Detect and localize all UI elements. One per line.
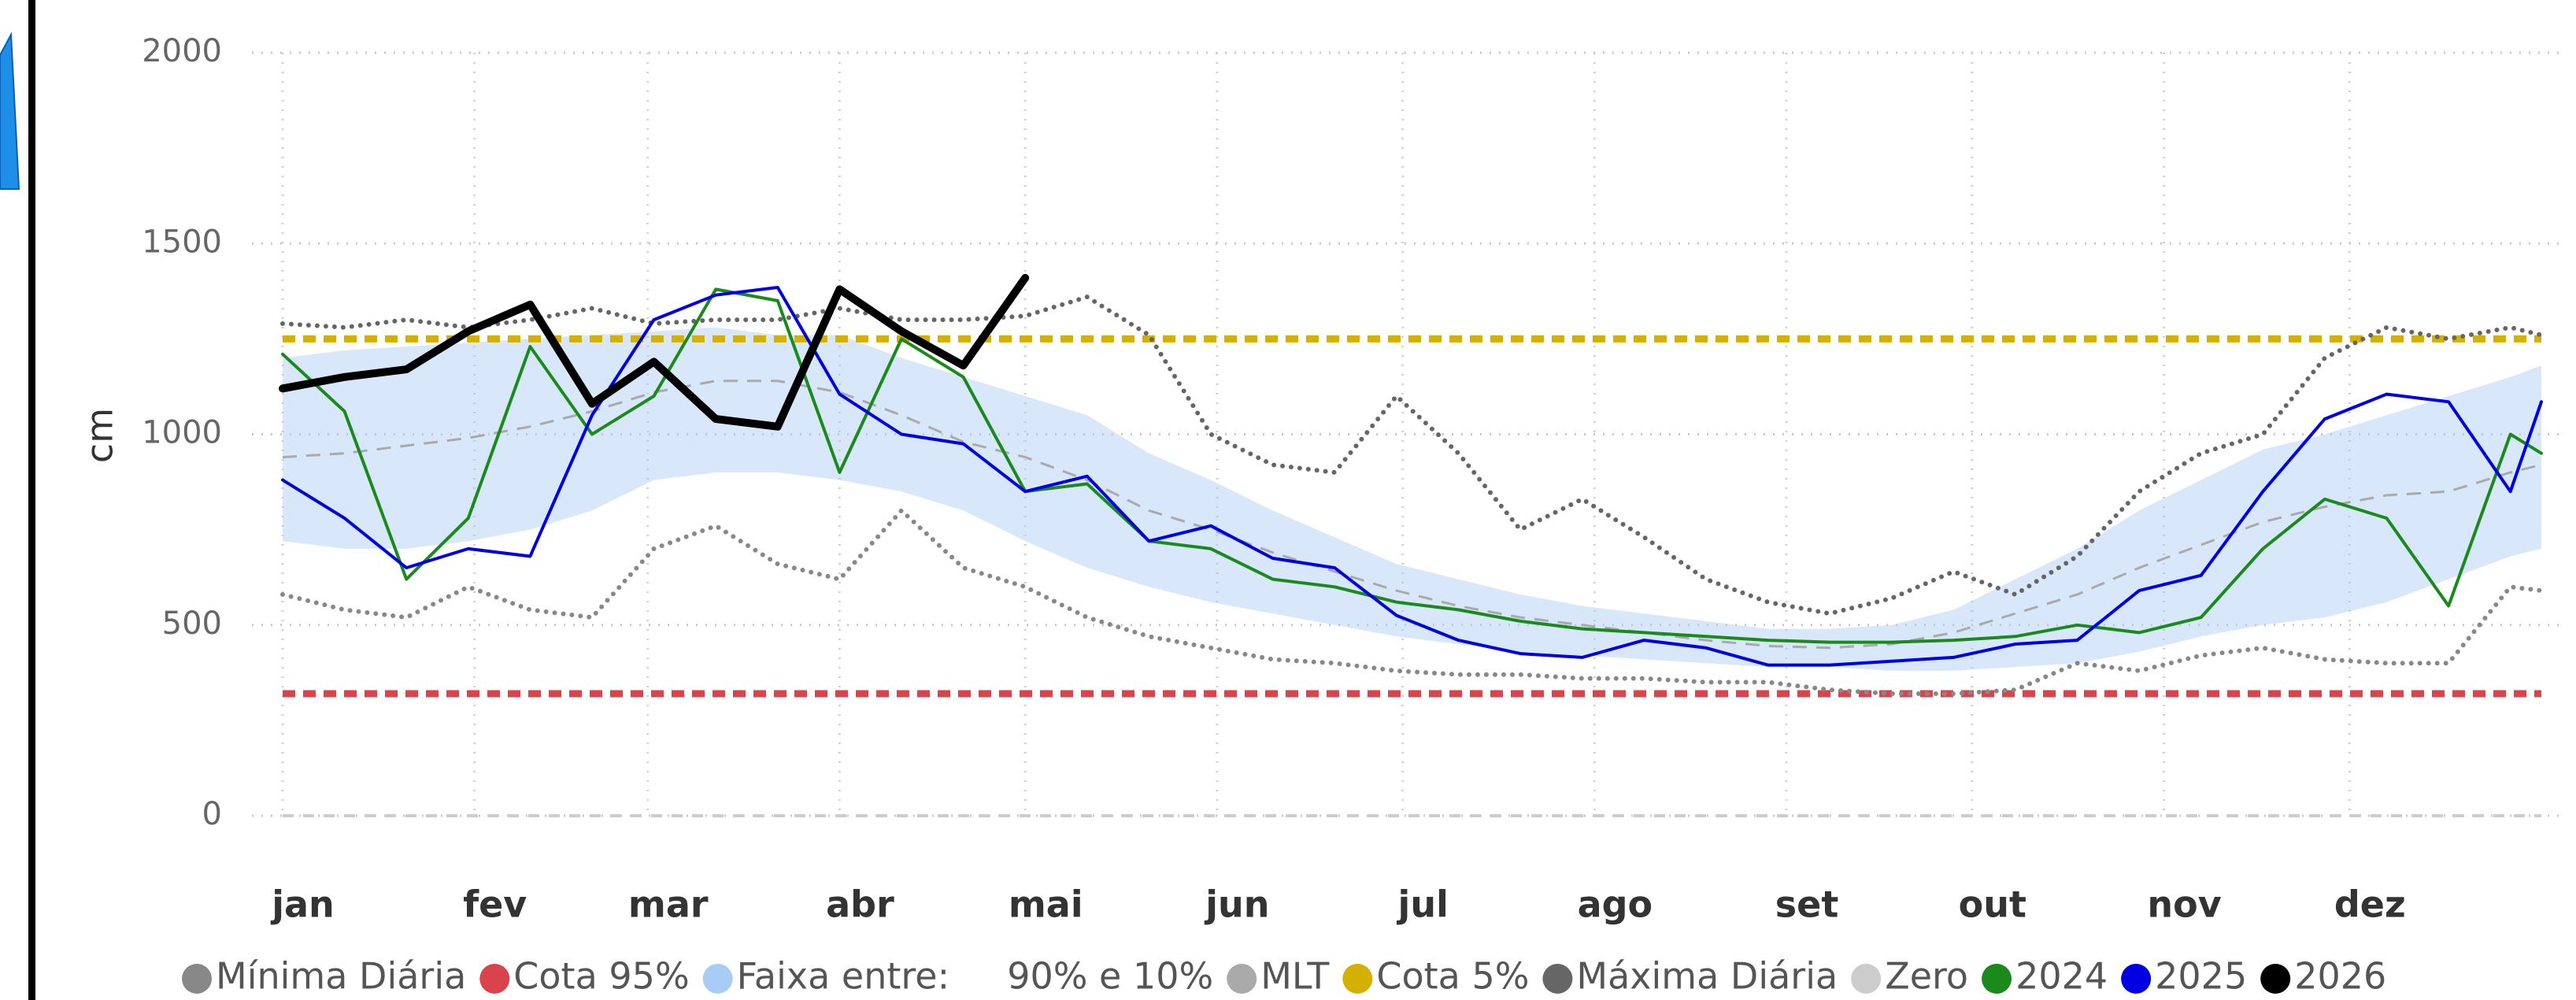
- series-line: [282, 380, 2542, 650]
- legend-label: MLT: [1260, 955, 1330, 998]
- legend-label: Cota 5%: [1376, 955, 1529, 998]
- left-border: [28, 0, 35, 1000]
- series-line: [280, 508, 2544, 696]
- legend-marker: [2121, 964, 2152, 994]
- x-tick-label: out: [1959, 883, 2026, 926]
- y-tick-label: 1500: [142, 224, 222, 260]
- legend-label: Cota 95%: [513, 955, 689, 998]
- legend-marker: [702, 964, 733, 994]
- legend-label: 2024: [2015, 955, 2108, 998]
- x-tick-label: set: [1775, 883, 1839, 926]
- series-line: [279, 273, 1030, 431]
- series-line: [280, 294, 2544, 617]
- x-tick-label: ago: [1578, 883, 1653, 926]
- series-line: [281, 287, 2543, 644]
- legend-marker: [1982, 964, 2012, 994]
- band-area: [283, 327, 2541, 671]
- series-line: [281, 286, 2543, 667]
- x-tick-label: mar: [628, 883, 709, 926]
- legend-marker: [182, 964, 212, 994]
- x-tick-label: mai: [1009, 883, 1083, 926]
- y-tick-label: 0: [202, 796, 222, 832]
- x-tick-label: jul: [1397, 883, 1449, 926]
- legend-marker: [479, 964, 510, 994]
- legend-marker: [1851, 964, 1882, 994]
- legend-marker: [2260, 964, 2291, 994]
- x-tick-label: nov: [2147, 883, 2221, 926]
- legend-label: Zero: [1885, 955, 1968, 998]
- legend-label: Máxima Diária: [1576, 955, 1838, 998]
- legend-label: 2025: [2155, 955, 2247, 998]
- y-axis-label: cm: [79, 408, 121, 463]
- y-tick-label: 500: [162, 606, 222, 642]
- legend-marker: [1342, 964, 1373, 994]
- y-tick-label: 1000: [142, 415, 222, 451]
- x-tick-label: jan: [270, 883, 335, 926]
- x-tick-label: abr: [826, 883, 894, 926]
- y-tick-label: 2000: [142, 33, 222, 69]
- x-tick-label: jun: [1204, 883, 1269, 926]
- legend-label: 2026: [2294, 955, 2386, 998]
- x-tick-label: dez: [2334, 883, 2406, 926]
- legend-marker: [1227, 964, 1257, 994]
- legend-label: Faixa entre: 90% e 10%: [737, 955, 1214, 998]
- x-tick-label: fev: [463, 883, 527, 926]
- legend-marker: [1542, 964, 1573, 994]
- legend-label: Mínima Diária: [216, 955, 466, 998]
- side-shape: [0, 31, 20, 190]
